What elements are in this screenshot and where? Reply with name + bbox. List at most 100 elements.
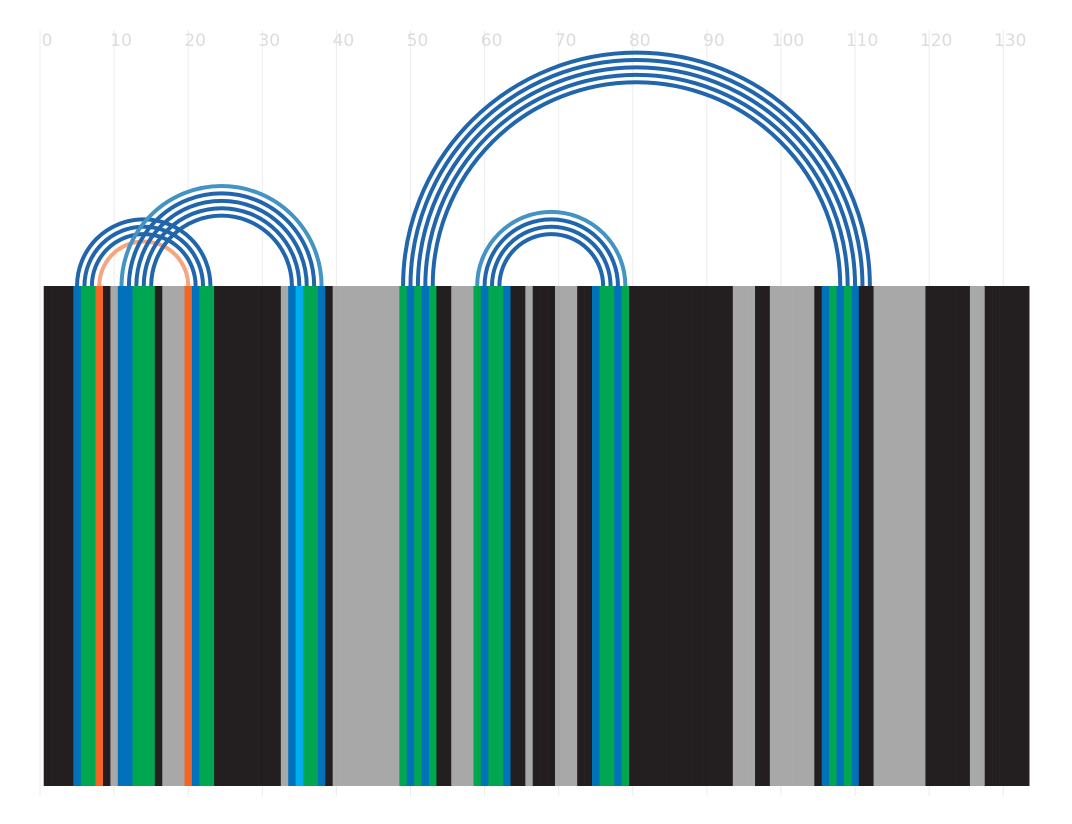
alignment-column bbox=[755, 286, 763, 786]
alignment-column bbox=[102, 286, 111, 786]
alignment-column bbox=[999, 286, 1008, 786]
x-tick-label: 50 bbox=[407, 31, 429, 51]
alignment-column bbox=[510, 286, 519, 786]
alignment-column bbox=[562, 286, 571, 786]
x-tick-label: 120 bbox=[920, 31, 952, 51]
alignment-column bbox=[792, 286, 800, 786]
alignment-column bbox=[88, 286, 96, 786]
alignment-column bbox=[1014, 286, 1023, 786]
alignment-column bbox=[154, 286, 163, 786]
alignment-column bbox=[903, 286, 911, 786]
alignment-column bbox=[806, 286, 815, 786]
alignment-column bbox=[451, 286, 459, 786]
alignment-column bbox=[814, 286, 823, 786]
alignment-column bbox=[228, 286, 237, 786]
alignment-column bbox=[910, 286, 919, 786]
x-tick-label: 10 bbox=[110, 31, 132, 51]
alignment-column bbox=[399, 286, 408, 786]
alignment-column bbox=[362, 286, 371, 786]
alignment-column bbox=[480, 286, 489, 786]
alignment-column bbox=[421, 286, 430, 786]
alignment-column bbox=[177, 286, 185, 786]
alignment-column bbox=[888, 286, 897, 786]
alignment-column bbox=[347, 286, 356, 786]
base-pair-arc bbox=[97, 239, 191, 287]
alignment-column bbox=[221, 286, 230, 786]
alignment-column bbox=[51, 286, 59, 786]
alignment-column bbox=[703, 286, 711, 786]
alignment-column bbox=[695, 286, 704, 786]
alignment-column bbox=[858, 286, 867, 786]
alignment-column bbox=[162, 286, 170, 786]
alignment-column bbox=[169, 286, 178, 786]
alignment-column bbox=[880, 286, 889, 786]
alignment-column bbox=[495, 286, 504, 786]
base-pair-arc bbox=[430, 80, 843, 287]
alignment-column bbox=[592, 286, 600, 786]
x-tick-label: 90 bbox=[703, 31, 725, 51]
base-pair-arc bbox=[75, 217, 213, 287]
alignment-column bbox=[673, 286, 682, 786]
alignment-column bbox=[710, 286, 719, 786]
alignment-column bbox=[391, 286, 400, 786]
alignment-column bbox=[725, 286, 734, 786]
alignment-column bbox=[503, 286, 511, 786]
alignment-column bbox=[206, 286, 215, 786]
alignment-column bbox=[651, 286, 660, 786]
alignment-column bbox=[769, 286, 778, 786]
alignment-column bbox=[377, 286, 385, 786]
alignment-column bbox=[43, 286, 52, 786]
alignment-column bbox=[599, 286, 608, 786]
x-tick-label: 30 bbox=[258, 31, 280, 51]
alignment-column bbox=[458, 286, 467, 786]
alignment-column bbox=[606, 286, 615, 786]
base-pair-arc bbox=[489, 224, 613, 287]
alignment-column bbox=[992, 286, 1000, 786]
alignment-column bbox=[925, 286, 934, 786]
alignment-column bbox=[1006, 286, 1015, 786]
alignment-column bbox=[110, 286, 119, 786]
alignment-column bbox=[466, 286, 474, 786]
alignment-column bbox=[569, 286, 578, 786]
base-pair-arc bbox=[482, 217, 620, 287]
alignment-column bbox=[688, 286, 697, 786]
alignment-column bbox=[962, 286, 971, 786]
alignment-column bbox=[732, 286, 741, 786]
alignment-column bbox=[303, 286, 311, 786]
alignment-column bbox=[829, 286, 837, 786]
alignment-column bbox=[132, 286, 141, 786]
alignment-column bbox=[873, 286, 882, 786]
alignment-column bbox=[629, 286, 637, 786]
x-tick-label: 40 bbox=[333, 31, 355, 51]
alignment-column bbox=[184, 286, 193, 786]
alignment-column bbox=[95, 286, 104, 786]
alignment-column bbox=[955, 286, 963, 786]
alignment-column bbox=[199, 286, 208, 786]
alignment-column bbox=[740, 286, 748, 786]
alignment-column bbox=[140, 286, 148, 786]
base-pair-arc bbox=[408, 58, 865, 287]
alignment-column bbox=[525, 286, 534, 786]
alignment-column bbox=[517, 286, 526, 786]
alignment-column bbox=[384, 286, 393, 786]
alignment-column bbox=[354, 286, 363, 786]
base-pair-arc bbox=[497, 232, 606, 287]
base-pair-arc bbox=[126, 191, 317, 287]
alignment-column bbox=[317, 286, 326, 786]
alignment-column bbox=[547, 286, 556, 786]
alignment-column bbox=[332, 286, 341, 786]
alignment-column bbox=[125, 286, 133, 786]
alignment-column bbox=[643, 286, 652, 786]
alignment-column bbox=[295, 286, 304, 786]
alignment-column bbox=[918, 286, 926, 786]
alignment-column bbox=[310, 286, 319, 786]
alignment-column bbox=[429, 286, 437, 786]
alignment-column bbox=[666, 286, 674, 786]
alignment-column bbox=[532, 286, 541, 786]
alignment-column bbox=[80, 286, 89, 786]
alignment-column bbox=[117, 286, 126, 786]
alignment-column bbox=[473, 286, 482, 786]
alignment-column bbox=[443, 286, 452, 786]
base-pair-arc bbox=[149, 213, 294, 287]
